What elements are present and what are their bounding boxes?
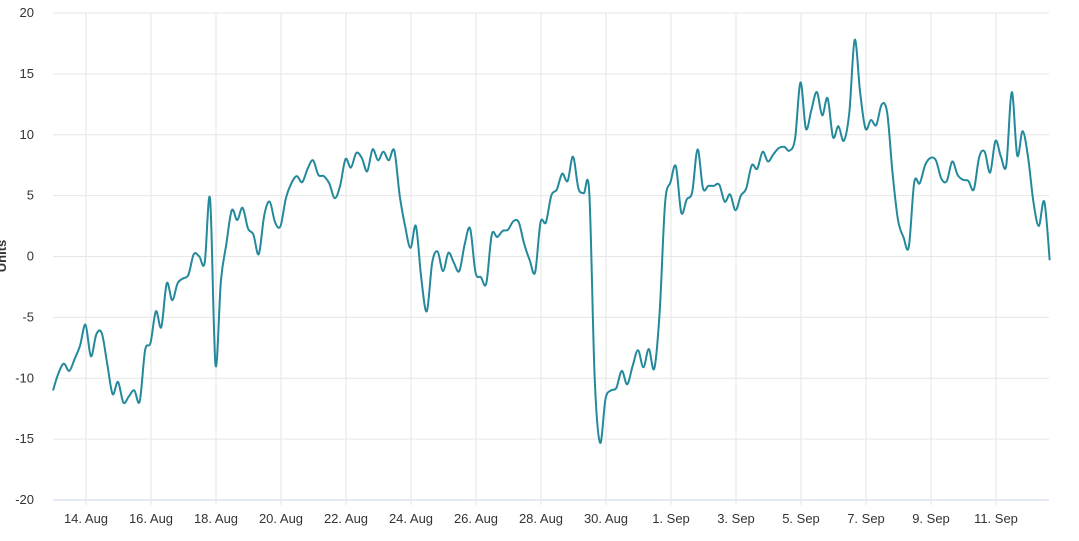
x-tick-label: 22. Aug bbox=[324, 511, 368, 526]
x-tick-label: 26. Aug bbox=[454, 511, 498, 526]
y-tick-label: -20 bbox=[15, 492, 34, 507]
x-tick-label: 16. Aug bbox=[129, 511, 173, 526]
x-tick-label: 3. Sep bbox=[717, 511, 755, 526]
x-tick-label: 9. Sep bbox=[912, 511, 950, 526]
y-tick-label: -5 bbox=[22, 309, 34, 324]
y-tick-label: 10 bbox=[20, 127, 34, 142]
x-tick-label: 1. Sep bbox=[652, 511, 690, 526]
y-tick-label: 0 bbox=[27, 249, 34, 264]
x-tick-label: 30. Aug bbox=[584, 511, 628, 526]
x-tick-label: 7. Sep bbox=[847, 511, 885, 526]
x-tick-label: 20. Aug bbox=[259, 511, 303, 526]
y-tick-label: -10 bbox=[15, 370, 34, 385]
x-axis: 14. Aug 16. Aug 18. Aug 20. Aug 22. Aug 24. A… bbox=[64, 511, 1018, 526]
x-tick-label: 24. Aug bbox=[389, 511, 433, 526]
y-axis: -20 -15 -10 -5 0 5 10 15 20 bbox=[15, 5, 34, 507]
y-tick-label: -15 bbox=[15, 431, 34, 446]
grid bbox=[53, 12, 1049, 505]
x-tick-label: 18. Aug bbox=[194, 511, 238, 526]
y-axis-label: Units bbox=[0, 240, 9, 273]
y-tick-label: 15 bbox=[20, 66, 34, 81]
x-tick-label: 11. Sep bbox=[974, 511, 1018, 526]
y-tick-label: 20 bbox=[20, 5, 34, 20]
series-line-group bbox=[52, 38, 1051, 444]
x-tick-label: 14. Aug bbox=[64, 511, 108, 526]
series-line bbox=[52, 38, 1051, 444]
x-tick-label: 5. Sep bbox=[782, 511, 820, 526]
x-tick-label: 28. Aug bbox=[519, 511, 563, 526]
y-tick-label: 5 bbox=[27, 188, 34, 203]
